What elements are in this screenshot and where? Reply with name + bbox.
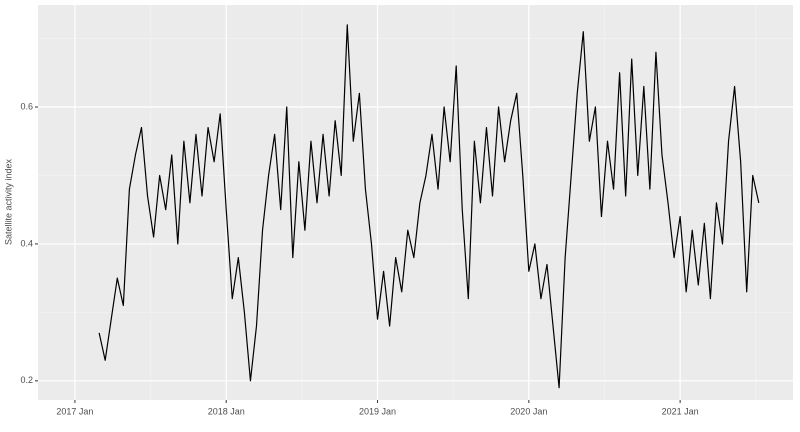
x-tick-label: 2017 Jan	[56, 406, 93, 416]
line	[98, 24, 760, 389]
x-tick-label: 2020 Jan	[510, 406, 547, 416]
y-axis-label: Satellite activity index	[3, 158, 13, 245]
y-tick-label: 0.2	[20, 375, 33, 385]
y-tick-label: 0.4	[20, 238, 33, 248]
x-tick-label: 2018 Jan	[208, 406, 245, 416]
x-tick-label: 2021 Jan	[662, 406, 699, 416]
x-tick-label: 2019 Jan	[359, 406, 396, 416]
y-tick-label: 0.6	[20, 101, 33, 111]
